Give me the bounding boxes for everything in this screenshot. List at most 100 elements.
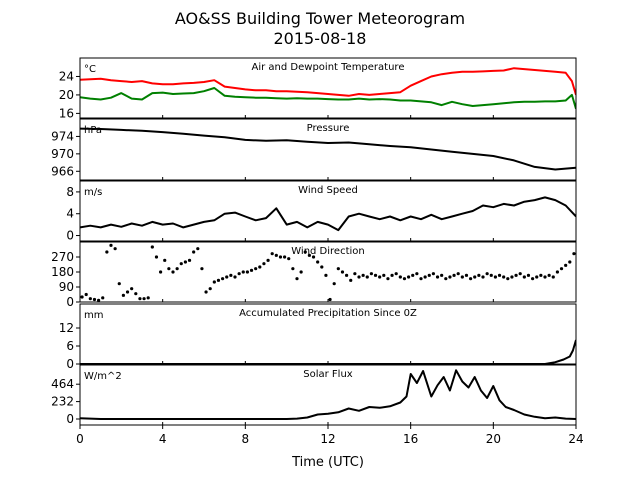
wind-direction-point [572, 252, 576, 256]
wind-direction-point [431, 272, 435, 276]
wind-direction-point [237, 272, 241, 276]
wind-direction-point [506, 277, 510, 281]
wind-direction-point [373, 273, 378, 277]
wind-direction-point [183, 260, 187, 264]
wind-direction-point [171, 270, 175, 274]
wind-direction-point [295, 277, 299, 281]
x-tick-label: 12 [320, 432, 335, 446]
wind-direction-point [117, 282, 121, 286]
panel-data [80, 196, 576, 232]
x-axis: 0 4 8 12 16 20 24 [76, 425, 584, 446]
panel-unit: mm [84, 310, 103, 321]
wind-direction-point [340, 270, 345, 274]
wind-direction-point [80, 295, 84, 299]
wind-direction-point [303, 250, 307, 254]
wind-direction-point [518, 272, 522, 276]
wind-direction-point [489, 273, 493, 277]
wind-direction-point [105, 250, 109, 254]
wind-direction-point [460, 275, 464, 279]
y-tick-label: 0 [66, 357, 74, 371]
y-tick-label: 270 [51, 250, 74, 264]
wind-direction-point [216, 278, 221, 282]
wind-direction-point [328, 297, 332, 302]
panel-2: 0 4 8 Wind Speed m/s [66, 180, 577, 243]
wind-direction-point [278, 255, 283, 259]
panel-title: Wind Speed [298, 185, 358, 196]
wind-direction-point [469, 277, 473, 281]
y-tick-label: 24 [59, 69, 74, 83]
panel-data [80, 67, 576, 110]
wind-direction-point [539, 273, 543, 277]
wind-direction-point [444, 277, 448, 281]
wind-direction-point [142, 297, 146, 301]
wind-direction-point [283, 255, 287, 259]
panel-4: 0 6 12 Accumulated Precipitation Since 0Z mm [59, 303, 577, 371]
wind-direction-point [274, 253, 278, 257]
y-tick-label: 16 [59, 106, 74, 120]
y-tick-label: 8 [66, 185, 74, 199]
wind-direction-point [407, 275, 411, 279]
series-line-0 [80, 67, 576, 97]
wind-direction-point [196, 247, 200, 251]
panel-data [80, 339, 576, 364]
wind-direction-point [522, 275, 526, 279]
wind-direction-point [233, 275, 237, 279]
wind-direction-point [109, 243, 113, 247]
x-tick-label: 0 [76, 432, 84, 446]
wind-direction-point [200, 267, 204, 271]
panel-data [80, 369, 576, 420]
wind-direction-point [477, 273, 481, 277]
wind-direction-point [559, 267, 564, 271]
y-tick-label: 970 [51, 147, 74, 161]
wind-direction-point [456, 272, 460, 276]
wind-direction-point [568, 260, 572, 264]
wind-direction-point [473, 275, 477, 279]
y-tick-label: 90 [59, 280, 74, 294]
wind-direction-point [175, 267, 179, 271]
panel-1: 966 970 974 Pressure hPa [51, 118, 577, 181]
wind-direction-point [551, 275, 555, 279]
wind-direction-point [361, 273, 365, 277]
wind-direction-point [249, 268, 254, 272]
y-tick-label: 4 [66, 207, 74, 221]
wind-direction-point [130, 287, 134, 291]
wind-direction-point [353, 272, 357, 276]
wind-direction-point [299, 270, 303, 274]
wind-direction-point [564, 263, 568, 267]
wind-direction-point [307, 253, 311, 257]
panel-data [80, 243, 576, 302]
wind-direction-point [316, 260, 320, 264]
wind-direction-point [146, 296, 150, 300]
wind-direction-point [97, 298, 101, 302]
wind-direction-point [163, 258, 167, 262]
wind-direction-point [192, 250, 196, 254]
wind-direction-point [411, 273, 415, 277]
wind-direction-point [394, 272, 398, 276]
wind-direction-point [531, 277, 535, 281]
wind-direction-point [514, 273, 518, 277]
wind-direction-point [423, 275, 427, 279]
wind-direction-point [225, 275, 229, 279]
panel-5: 0 232 464 Solar Flux W/m^2 [51, 364, 577, 426]
wind-direction-point [485, 272, 489, 276]
wind-direction-point [378, 275, 382, 279]
wind-direction-point [101, 296, 105, 300]
wind-direction-point [270, 252, 274, 256]
wind-direction-point [262, 262, 266, 266]
wind-direction-point [320, 265, 324, 269]
wind-direction-point [208, 287, 212, 291]
wind-direction-point [427, 273, 431, 277]
series-line-0 [80, 339, 576, 364]
wind-direction-point [221, 277, 225, 281]
wind-direction-point [167, 267, 171, 271]
wind-direction-point [382, 273, 386, 277]
y-tick-label: 464 [51, 377, 74, 391]
panel-unit: °C [84, 64, 96, 75]
wind-direction-point [419, 277, 423, 281]
wind-direction-point [311, 255, 316, 259]
wind-direction-point [324, 273, 328, 277]
wind-direction-point [241, 270, 245, 274]
wind-direction-point [332, 282, 336, 286]
